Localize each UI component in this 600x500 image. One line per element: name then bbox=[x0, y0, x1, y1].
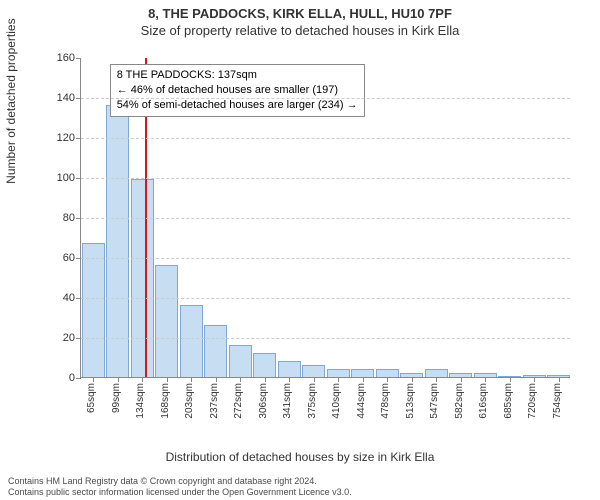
histogram-bar bbox=[425, 369, 448, 377]
histogram-bar bbox=[327, 369, 350, 377]
footer-attribution: Contains HM Land Registry data © Crown c… bbox=[8, 476, 352, 499]
y-tick-mark bbox=[76, 178, 81, 179]
x-tick-mark bbox=[510, 377, 511, 382]
x-tick-mark bbox=[363, 377, 364, 382]
annotation-line-1: 8 THE PADDOCKS: 137sqm bbox=[117, 68, 358, 83]
histogram-bar bbox=[229, 345, 252, 377]
y-tick-label: 80 bbox=[63, 212, 75, 224]
x-tick-mark bbox=[93, 377, 94, 382]
annotation-box: 8 THE PADDOCKS: 137sqm ← 46% of detached… bbox=[110, 64, 365, 117]
y-tick-mark bbox=[76, 298, 81, 299]
y-tick-label: 0 bbox=[69, 372, 75, 384]
chart-area: 8 THE PADDOCKS: 137sqm ← 46% of detached… bbox=[50, 48, 580, 418]
x-tick-mark bbox=[534, 377, 535, 382]
x-tick-mark bbox=[240, 377, 241, 382]
plot-area: 8 THE PADDOCKS: 137sqm ← 46% of detached… bbox=[80, 58, 570, 378]
x-tick-label: 65sqm bbox=[86, 383, 97, 413]
y-tick-label: 120 bbox=[57, 132, 75, 144]
x-tick-label: 203sqm bbox=[184, 383, 195, 419]
footer-line-1: Contains HM Land Registry data © Crown c… bbox=[8, 476, 352, 487]
y-tick-mark bbox=[76, 338, 81, 339]
gridline bbox=[81, 298, 570, 299]
x-tick-label: 478sqm bbox=[380, 383, 391, 419]
x-tick-label: 375sqm bbox=[307, 383, 318, 419]
x-tick-label: 754sqm bbox=[552, 383, 563, 419]
histogram-bar bbox=[82, 243, 105, 377]
x-tick-label: 99sqm bbox=[111, 383, 122, 413]
histogram-bar bbox=[204, 325, 227, 377]
x-tick-mark bbox=[167, 377, 168, 382]
annotation-line-2: ← 46% of detached houses are smaller (19… bbox=[117, 83, 358, 98]
histogram-bar bbox=[253, 353, 276, 377]
y-axis-label: Number of detached properties bbox=[4, 18, 18, 183]
histogram-bar bbox=[376, 369, 399, 377]
x-tick-mark bbox=[338, 377, 339, 382]
gridline bbox=[81, 258, 570, 259]
annotation-line-3: 54% of semi-detached houses are larger (… bbox=[117, 98, 358, 113]
x-tick-mark bbox=[559, 377, 560, 382]
y-tick-mark bbox=[76, 58, 81, 59]
x-tick-label: 685sqm bbox=[503, 383, 514, 419]
y-tick-mark bbox=[76, 98, 81, 99]
x-tick-mark bbox=[289, 377, 290, 382]
histogram-bar bbox=[180, 305, 203, 377]
y-tick-label: 160 bbox=[57, 52, 75, 64]
x-tick-mark bbox=[118, 377, 119, 382]
y-tick-mark bbox=[76, 378, 81, 379]
footer-line-2: Contains public sector information licen… bbox=[8, 487, 352, 498]
x-tick-label: 272sqm bbox=[233, 383, 244, 419]
y-tick-mark bbox=[76, 218, 81, 219]
x-tick-label: 306sqm bbox=[258, 383, 269, 419]
histogram-bar bbox=[155, 265, 178, 377]
x-tick-mark bbox=[191, 377, 192, 382]
gridline bbox=[81, 178, 570, 179]
y-tick-mark bbox=[76, 258, 81, 259]
x-tick-mark bbox=[387, 377, 388, 382]
x-tick-mark bbox=[314, 377, 315, 382]
histogram-bar bbox=[106, 105, 129, 377]
x-tick-label: 582sqm bbox=[454, 383, 465, 419]
x-tick-label: 134sqm bbox=[135, 383, 146, 419]
gridline bbox=[81, 138, 570, 139]
x-tick-mark bbox=[216, 377, 217, 382]
histogram-bar bbox=[302, 365, 325, 377]
y-tick-label: 20 bbox=[63, 332, 75, 344]
gridline bbox=[81, 218, 570, 219]
x-tick-label: 444sqm bbox=[356, 383, 367, 419]
x-tick-label: 547sqm bbox=[429, 383, 440, 419]
histogram-bar bbox=[278, 361, 301, 377]
x-tick-mark bbox=[485, 377, 486, 382]
histogram-bar bbox=[351, 369, 374, 377]
gridline bbox=[81, 338, 570, 339]
y-tick-label: 140 bbox=[57, 92, 75, 104]
x-tick-mark bbox=[265, 377, 266, 382]
x-tick-label: 341sqm bbox=[282, 383, 293, 419]
x-tick-mark bbox=[461, 377, 462, 382]
y-tick-label: 40 bbox=[63, 292, 75, 304]
x-tick-label: 616sqm bbox=[478, 383, 489, 419]
x-tick-label: 513sqm bbox=[405, 383, 416, 419]
x-tick-mark bbox=[436, 377, 437, 382]
chart-container: 8, THE PADDOCKS, KIRK ELLA, HULL, HU10 7… bbox=[0, 0, 600, 500]
y-tick-mark bbox=[76, 138, 81, 139]
chart-title: 8, THE PADDOCKS, KIRK ELLA, HULL, HU10 7… bbox=[0, 0, 600, 21]
chart-subtitle: Size of property relative to detached ho… bbox=[0, 21, 600, 38]
y-tick-label: 60 bbox=[63, 252, 75, 264]
histogram-bar bbox=[131, 179, 154, 377]
x-tick-label: 237sqm bbox=[209, 383, 220, 419]
x-tick-label: 720sqm bbox=[527, 383, 538, 419]
x-tick-label: 410sqm bbox=[331, 383, 342, 419]
x-axis-label: Distribution of detached houses by size … bbox=[0, 450, 600, 464]
y-tick-label: 100 bbox=[57, 172, 75, 184]
x-tick-mark bbox=[412, 377, 413, 382]
x-tick-label: 168sqm bbox=[160, 383, 171, 419]
gridline bbox=[81, 98, 570, 99]
x-tick-mark bbox=[142, 377, 143, 382]
